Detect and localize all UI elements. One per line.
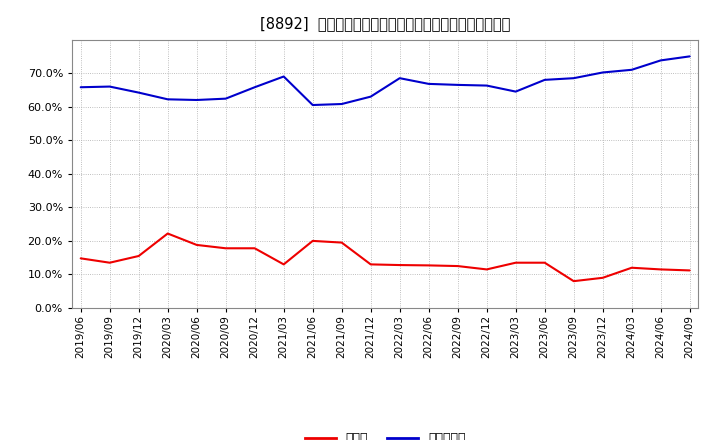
Title: [8892]  現預金、有利子負債の総資産に対する比率の推移: [8892] 現預金、有利子負債の総資産に対する比率の推移 — [260, 16, 510, 32]
Legend: 現預金, 有利子負債: 現預金, 有利子負債 — [300, 427, 471, 440]
